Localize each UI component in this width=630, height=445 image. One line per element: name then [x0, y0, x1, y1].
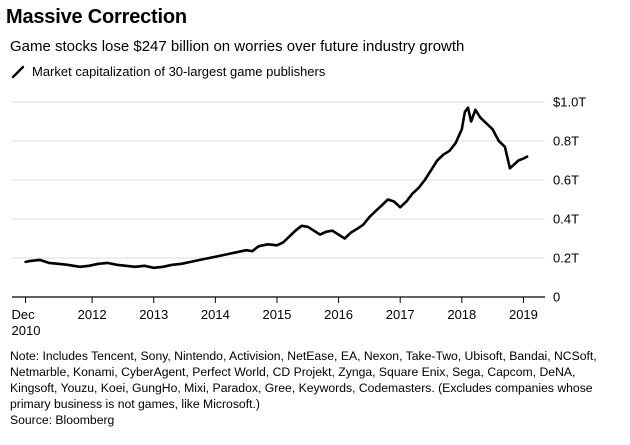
series-line	[24, 106, 529, 270]
chart-title: Massive Correction	[6, 6, 187, 28]
x-tick-label: 2010	[12, 323, 41, 338]
chart-subtitle: Game stocks lose $247 billion on worries…	[10, 38, 465, 55]
x-tick-label: 2017	[386, 307, 415, 322]
y-tick-label: 0.8T	[553, 134, 579, 149]
y-tick-label: 0.2T	[553, 251, 579, 266]
x-tick-label: 2012	[78, 307, 107, 322]
legend-label: Market capitalization of 30-largest game…	[32, 64, 326, 79]
y-tick-label: 0.6T	[553, 173, 579, 188]
x-tick-label: 2013	[139, 307, 168, 322]
grid-lines	[12, 101, 545, 259]
x-tick-label: 2014	[201, 307, 230, 322]
x-tick-label: 2018	[447, 307, 476, 322]
y-tick-label: 0	[553, 290, 560, 305]
x-tick-label: 2016	[324, 307, 353, 322]
legend-line-icon	[11, 65, 25, 78]
chart-source: Source: Bloomberg	[10, 413, 115, 427]
series-layer	[24, 106, 529, 270]
y-axis: 0 0.2T 0.4T 0.6T 0.8T $1.0T	[553, 95, 586, 305]
x-tick-label: Dec	[12, 307, 36, 322]
legend: Market capitalization of 30-largest game…	[10, 64, 325, 79]
chart-note: Note: Includes Tencent, Sony, Nintendo, …	[10, 349, 597, 411]
y-tick-label: $1.0T	[553, 95, 586, 110]
y-tick-label: 0.4T	[553, 212, 579, 227]
x-tick-label: 2015	[262, 307, 291, 322]
x-tick-label: 2019	[509, 307, 538, 322]
x-axis	[12, 296, 545, 303]
